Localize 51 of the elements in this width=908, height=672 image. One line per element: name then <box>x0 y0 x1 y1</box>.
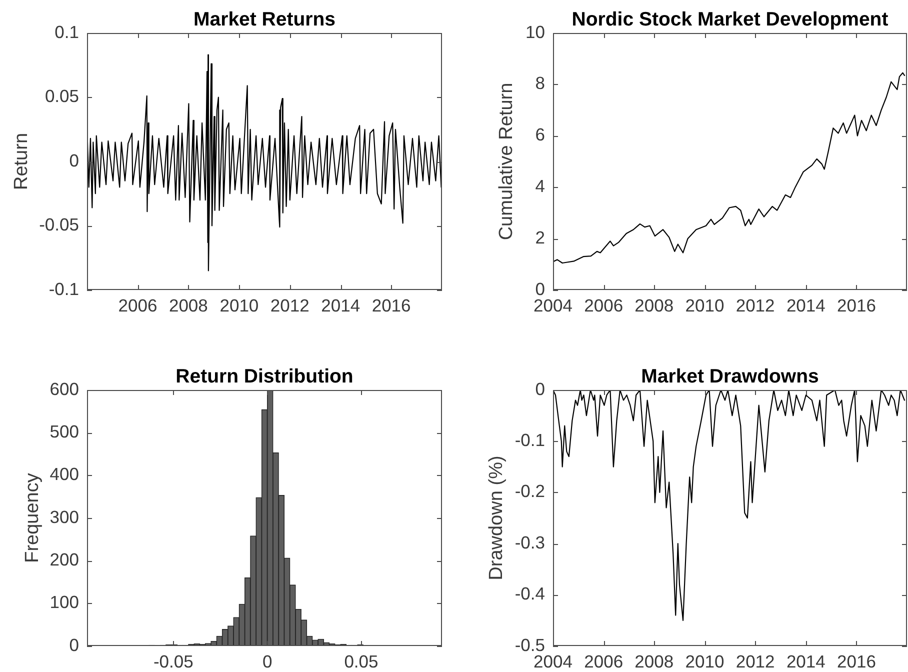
y-tick-label: -0.3 <box>514 532 545 552</box>
y-axis-title: Cumulative Return <box>496 82 518 240</box>
x-tick-label: 2010 <box>685 295 724 316</box>
x-tick-label: 0.05 <box>344 651 378 672</box>
x-tick-label: 2010 <box>685 651 724 672</box>
y-tick-label: 100 <box>50 592 80 612</box>
x-tick-label: 2016 <box>836 295 876 316</box>
y-tick-label: 8 <box>535 73 545 94</box>
x-tick-label: 2016 <box>836 651 876 672</box>
y-tick-label: -0.1 <box>48 278 79 299</box>
x-tick-label: 2006 <box>118 295 158 316</box>
y-tick-label: -0.1 <box>514 430 545 450</box>
x-tick-label: 2014 <box>321 295 360 316</box>
x-tick-label: 2012 <box>736 651 775 672</box>
y-tick-label: -0.2 <box>514 481 545 502</box>
y-tick-label: 500 <box>50 421 80 442</box>
y-tick-label: 2 <box>535 227 545 248</box>
x-tick-label: 2006 <box>584 651 624 672</box>
y-tick-label: 0.1 <box>54 22 79 42</box>
x-tick-label: 2012 <box>736 295 775 316</box>
x-tick-label: 2012 <box>270 295 310 316</box>
y-tick-label: 0 <box>69 150 80 170</box>
y-tick-label: 10 <box>526 22 546 42</box>
chart-title: Nordic Stock Market Development <box>572 8 889 30</box>
y-tick-label: 4 <box>535 176 546 196</box>
y-tick-label: 6 <box>535 124 545 145</box>
y-tick-label: -0.4 <box>514 584 546 604</box>
y-tick-label: 0 <box>69 634 80 655</box>
y-axis-title: Drawdown (%) <box>486 456 508 580</box>
y-tick-label: -0.05 <box>39 214 79 235</box>
x-tick-label: 2014 <box>786 295 826 316</box>
x-tick-label: 2008 <box>168 295 208 316</box>
x-tick-label: 2008 <box>634 295 674 316</box>
y-tick-label: 200 <box>50 549 80 570</box>
y-axis-title: Frequency <box>22 472 44 563</box>
chart-title: Market Drawdowns <box>641 365 820 388</box>
x-tick-label: 2008 <box>634 651 674 672</box>
y-tick-label: 300 <box>50 506 80 527</box>
y-tick-label: 0.05 <box>44 86 79 106</box>
chart-title: Return Distribution <box>176 365 354 388</box>
x-tick-label: 2016 <box>372 295 411 316</box>
y-axis-title: Return <box>11 132 32 190</box>
x-tick-label: -0.05 <box>153 651 194 672</box>
y-tick-label: 0 <box>535 378 546 399</box>
y-tick-label: 600 <box>50 378 80 399</box>
x-tick-label: 0 <box>262 651 272 672</box>
chart-title: Market Returns <box>194 8 336 30</box>
y-tick-label: 400 <box>50 464 80 484</box>
x-tick-label: 2006 <box>584 295 624 316</box>
x-tick-label: 2014 <box>786 651 826 672</box>
x-tick-label: 2010 <box>220 295 259 316</box>
